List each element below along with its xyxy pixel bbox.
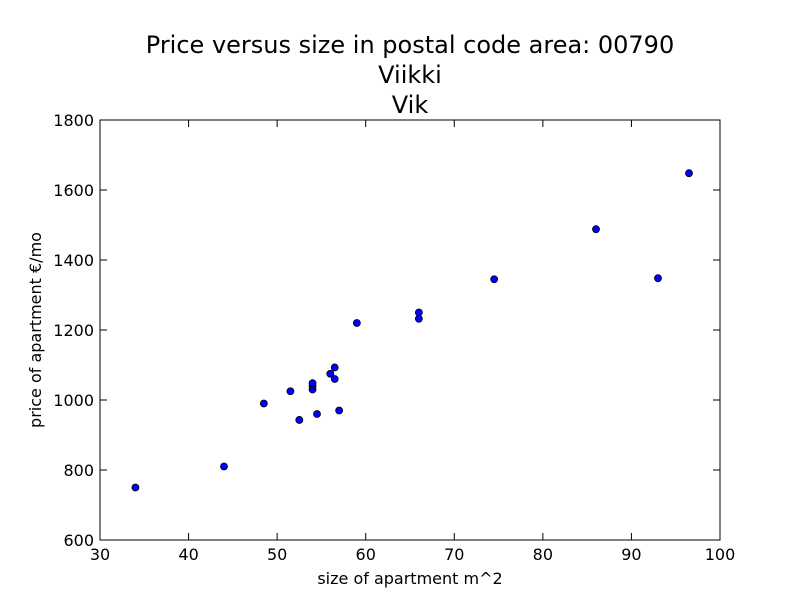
axis-ticks: 30 40 50 60 70 80 90 100 600 800 1000 1200 1400 1600 1… [53, 111, 735, 564]
plot-frame [99, 119, 721, 541]
data-point [335, 406, 344, 415]
chart-title: Price versus size in postal code area: 0… [146, 31, 674, 119]
x-tick-label: 70 [444, 545, 464, 564]
y-tick-label: 1000 [53, 391, 94, 410]
data-point [295, 416, 304, 424]
data-point [330, 363, 339, 372]
x-tick-label: 50 [267, 545, 287, 564]
y-tick-label: 1400 [53, 251, 94, 270]
y-axis-label: price of apartment €/mo [26, 232, 45, 428]
y-tick-label: 800 [63, 461, 94, 480]
data-point [685, 169, 693, 178]
data-point [414, 308, 423, 317]
data-points [131, 169, 693, 492]
data-point [592, 225, 600, 234]
y-tick-label: 1600 [53, 181, 94, 200]
y-tick-label: 600 [63, 531, 94, 550]
data-point [220, 462, 228, 471]
y-tick-label: 1800 [53, 111, 94, 130]
x-tick-label: 80 [533, 545, 553, 564]
x-tick-label: 60 [356, 545, 376, 564]
data-point [308, 379, 317, 388]
data-point [654, 274, 662, 283]
x-tick-label: 90 [621, 545, 641, 564]
data-point [352, 319, 361, 327]
y-tick-label: 1200 [53, 321, 94, 340]
data-point [286, 387, 295, 396]
chart-title-line-1: Price versus size in postal code area: 0… [146, 31, 674, 59]
chart-title-line-3: Vik [392, 91, 429, 119]
data-point [313, 410, 321, 418]
x-tick-label: 100 [705, 545, 736, 564]
x-tick-label: 30 [90, 545, 110, 564]
data-point [131, 483, 140, 492]
data-point [490, 275, 499, 284]
x-tick-label: 40 [178, 545, 198, 564]
data-point [259, 399, 268, 408]
data-point [326, 369, 335, 378]
data-point [330, 375, 339, 383]
chart-title-line-2: Viikki [378, 61, 442, 89]
x-axis-label: size of apartment m^2 [317, 569, 502, 588]
